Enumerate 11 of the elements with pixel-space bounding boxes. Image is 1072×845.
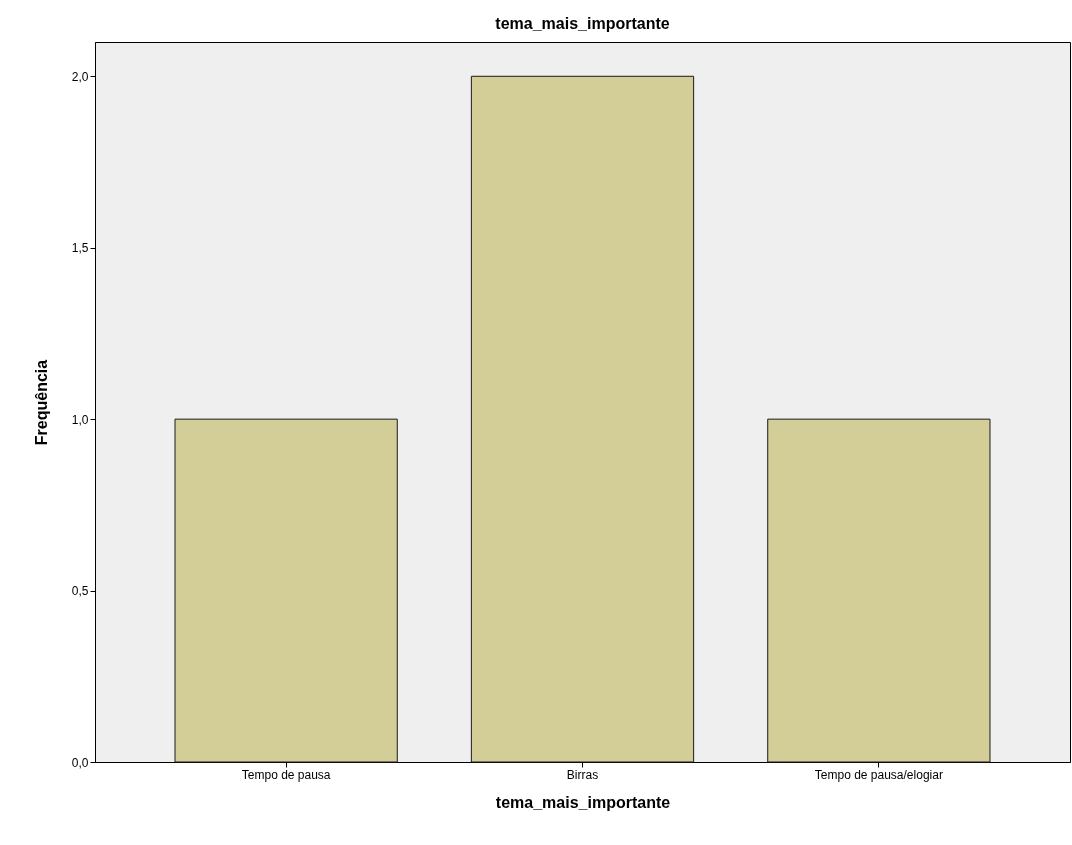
y-tick-label: 1,5	[71, 241, 89, 256]
y-tick-label: 0,5	[71, 584, 89, 599]
x-axis-title: tema_mais_importante	[495, 793, 671, 811]
x-tick-label: Birras	[566, 767, 599, 782]
x-tick-label: Tempo de pausa	[241, 767, 331, 782]
y-axis-title: Frequência	[32, 359, 50, 446]
y-tick-label: 0,0	[71, 755, 89, 770]
x-tick-label: Tempo de pausa/elogiar	[814, 767, 943, 782]
y-tick-label: 2,0	[71, 69, 89, 84]
chart-title: tema_mais_importante	[495, 15, 670, 32]
y-tick-label: 1,0	[71, 412, 89, 427]
